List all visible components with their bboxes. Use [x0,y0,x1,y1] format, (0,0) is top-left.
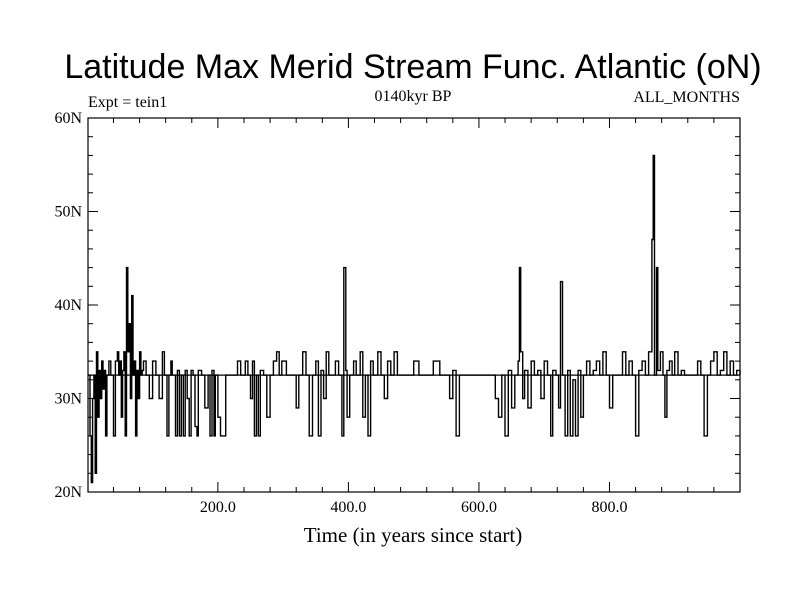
y-tick-label: 50N [54,204,82,221]
x-tick-label: 200.0 [200,499,236,516]
y-tick-label: 20N [54,484,82,501]
x-tick-label: 800.0 [591,499,627,516]
x-axis: 200.0 400.0 600.0 800.0 [112,118,715,516]
y-tick-label: 60N [54,110,82,127]
chart-title: Latitude Max Merid Stream Func. Atlantic… [64,48,761,86]
y-tick-label: 30N [54,391,82,408]
months-label: ALL_MONTHS [633,89,740,106]
experiment-label: Expt = tein1 [88,94,167,111]
y-axis: 20N 30N 40N 50N 60N [54,110,740,501]
x-tick-label: 400.0 [330,499,366,516]
x-tick-label: 600.0 [461,499,497,516]
series-line [88,154,741,484]
y-tick-label: 40N [54,297,82,314]
data-series [88,154,741,484]
period-label: 0140kyr BP [375,88,452,105]
x-axis-label: Time (in years since start) [304,523,523,547]
